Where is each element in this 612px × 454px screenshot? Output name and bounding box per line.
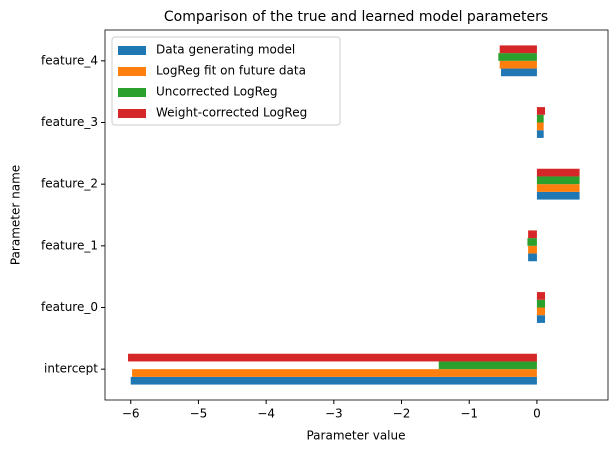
y-tick-label: feature_0 bbox=[41, 300, 98, 314]
bar bbox=[536, 315, 546, 323]
x-tick-label: −6 bbox=[122, 407, 140, 421]
bar bbox=[536, 107, 546, 115]
bar bbox=[132, 369, 537, 377]
x-tick-label: 0 bbox=[533, 407, 541, 421]
bar bbox=[528, 253, 537, 262]
x-tick-label: −2 bbox=[393, 407, 411, 421]
bar bbox=[528, 245, 537, 254]
x-tick-label: −5 bbox=[190, 407, 208, 421]
bar bbox=[536, 292, 546, 300]
legend-swatch bbox=[118, 109, 146, 118]
bar bbox=[499, 60, 537, 69]
bar bbox=[128, 353, 537, 362]
legend-label: Weight-corrected LogReg bbox=[156, 106, 307, 120]
y-axis-label: Parameter name bbox=[9, 165, 23, 265]
bar bbox=[130, 376, 537, 385]
bar bbox=[536, 114, 544, 123]
bar bbox=[536, 176, 580, 185]
bar bbox=[527, 238, 537, 246]
legend-swatch bbox=[118, 46, 146, 55]
bar bbox=[498, 53, 537, 61]
y-tick-label: feature_2 bbox=[41, 177, 98, 191]
x-axis-label: Parameter value bbox=[306, 429, 405, 443]
y-tick-label: feature_4 bbox=[41, 53, 98, 67]
legend-swatch bbox=[118, 67, 146, 76]
chart-title: Comparison of the true and learned model… bbox=[164, 9, 548, 25]
legend: Data generating model LogReg fit on futur… bbox=[111, 36, 341, 126]
y-tick-label: intercept bbox=[44, 362, 98, 376]
x-tick-label: −3 bbox=[325, 407, 343, 421]
legend-frame bbox=[111, 36, 341, 126]
x-tick-label: −1 bbox=[460, 407, 478, 421]
bar bbox=[536, 130, 544, 138]
y-tick-label: feature_1 bbox=[41, 238, 98, 252]
legend-label: LogReg fit on future data bbox=[156, 64, 306, 78]
plot-frame bbox=[104, 29, 609, 401]
bar bbox=[536, 184, 580, 192]
legend-swatch bbox=[118, 88, 146, 97]
x-tick-label: −4 bbox=[257, 407, 275, 421]
bar bbox=[536, 191, 580, 200]
bar bbox=[536, 168, 580, 177]
bar bbox=[528, 230, 537, 239]
bar bbox=[438, 361, 537, 370]
bar bbox=[499, 45, 537, 54]
bar bbox=[536, 307, 546, 316]
legend-label: Data generating model bbox=[156, 43, 295, 57]
bar bbox=[536, 299, 546, 308]
bar bbox=[501, 68, 537, 77]
y-tick-label: feature_3 bbox=[41, 115, 98, 129]
bar bbox=[536, 122, 544, 131]
legend-label: Uncorrected LogReg bbox=[156, 85, 277, 99]
